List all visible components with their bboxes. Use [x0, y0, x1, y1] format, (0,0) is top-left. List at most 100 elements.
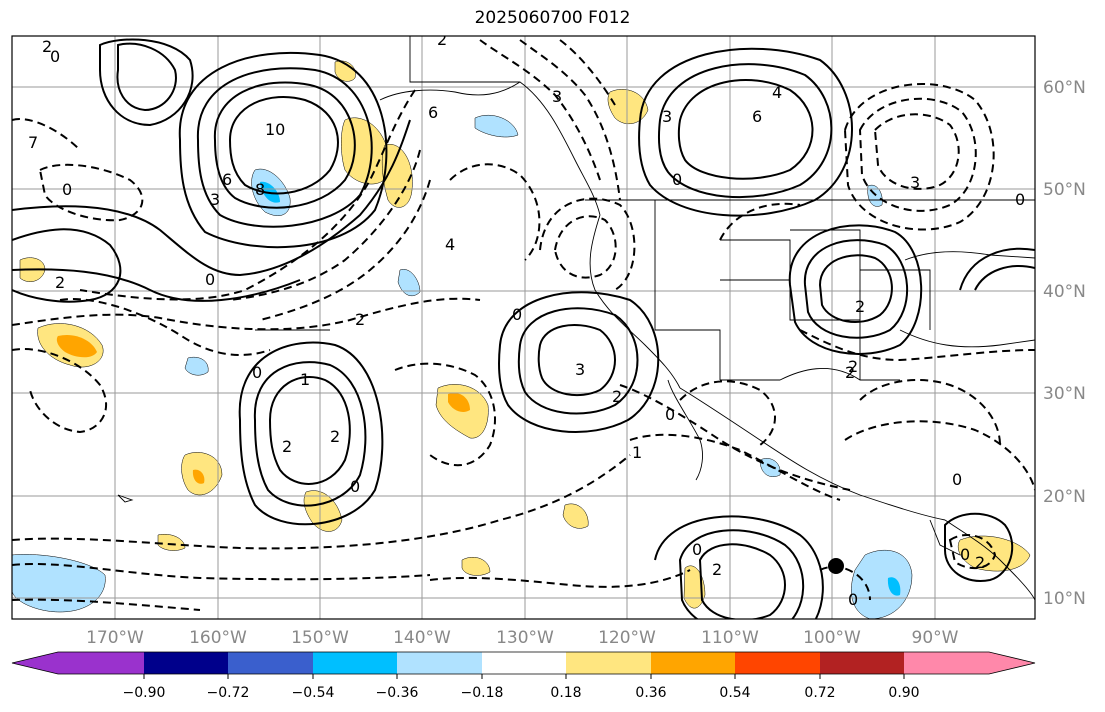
contour-zero-2: [12, 268, 301, 302]
contour-lines: [12, 38, 1035, 619]
contour-neg-8: [12, 598, 201, 611]
contour-neg-22: [873, 113, 960, 190]
colorbar-segment: [820, 652, 904, 674]
shade-yellow-4: [381, 143, 413, 208]
colorbar-extend-low: [12, 652, 58, 674]
contour-label: 2: [612, 387, 622, 406]
contour-label: 2: [712, 560, 722, 579]
contour-neg-15: [519, 39, 621, 201]
contour-label: 2: [975, 553, 985, 572]
contour-neg-17: [619, 384, 851, 491]
contour-label: 0: [1015, 190, 1025, 209]
contour-label: 2: [282, 437, 292, 456]
contour-label: 4: [772, 83, 782, 102]
map-title: 2025060700 F012: [474, 8, 631, 28]
shade-orange-2: [448, 392, 470, 413]
contour-neg-16: [559, 39, 616, 106]
contour-high-1: [228, 95, 339, 195]
shade-yellow-12: [461, 556, 491, 576]
colorbar-segment: [397, 652, 482, 674]
coastlines: [117, 36, 1035, 601]
colorbar-extend-high: [989, 652, 1035, 674]
contour-high-2: [213, 81, 356, 209]
colorbar-segment: [144, 652, 228, 674]
colorbar-segment: [482, 652, 566, 674]
contour-high-17: [788, 224, 923, 355]
contour-high-10: [517, 307, 639, 415]
colorbar-segment: [58, 652, 144, 674]
contour-zero-3: [79, 89, 416, 301]
contour-label: 2: [330, 427, 340, 446]
contour-label: 4: [445, 235, 455, 254]
contour-neg-30: [719, 202, 801, 241]
contour-label: 0: [672, 170, 682, 189]
contour-high-21: [944, 512, 1014, 582]
contour-label: 3: [662, 107, 672, 126]
contour-label: 0: [692, 540, 702, 559]
shade-blue-7: [887, 577, 901, 596]
contour-neg-14: [479, 39, 601, 181]
contour-label: 0: [62, 180, 72, 199]
colorbar-label: −0.90: [123, 685, 166, 701]
contour-neg-9: [394, 362, 496, 467]
contour-neg-20: [859, 379, 1001, 446]
shade-blue-5: [397, 269, 421, 297]
contour-neg-12: [539, 197, 636, 291]
contour-label: 7: [28, 133, 38, 152]
contour-label: 1: [632, 443, 642, 462]
colorbar-label: 0.90: [888, 685, 919, 701]
contour-high-20: [654, 515, 824, 619]
contour-label: 3: [552, 87, 562, 106]
lon-label: 110°W: [701, 628, 759, 648]
latitude-labels: 60°N 50°N 40°N 30°N 20°N 10°N: [1043, 78, 1086, 609]
contour-neg-10: [429, 569, 691, 588]
contour-label: 0: [50, 47, 60, 66]
contour-high-23: [959, 247, 1035, 291]
contour-label: 0: [665, 405, 675, 424]
contour-high-16: [803, 239, 909, 339]
contour-label: 3: [210, 190, 220, 209]
contour-neg-27: [948, 534, 997, 570]
colorbar-segment: [735, 652, 820, 674]
contour-high-19: [678, 529, 805, 619]
contour-label: 2: [845, 363, 855, 382]
lat-label: 50°N: [1043, 180, 1086, 200]
contour-neg-13: [449, 163, 541, 261]
shade-yellow-6: [607, 89, 649, 125]
lon-label: 150°W: [291, 628, 349, 648]
contour-high-6: [268, 375, 351, 485]
contour-label: 0: [960, 545, 970, 564]
contour-label: 3: [575, 360, 585, 379]
lat-label: 30°N: [1043, 384, 1086, 404]
longitude-labels: 170°W 160°W 150°W 140°W 130°W 120°W 110°…: [86, 628, 959, 648]
shade-blue-10: [474, 114, 519, 138]
contour-labels: 2 0 2 10 6 8 0 3 2 4 6 2 0 1 2 0 2 3 2 0…: [28, 36, 1025, 609]
contour-neg-3: [12, 297, 481, 331]
contour-high-3: [196, 67, 373, 228]
contour-neg-25: [38, 163, 144, 222]
contour-neg-26: [12, 118, 81, 151]
shade-blue-8: [759, 458, 781, 477]
contour-high-11: [498, 291, 660, 433]
contour-high-14: [638, 47, 853, 217]
contour-label: 2: [55, 273, 65, 292]
contour-label: 0: [350, 477, 360, 496]
contour-high-24: [116, 42, 177, 112]
contour-label: 10: [265, 120, 285, 139]
contour-label: 0: [252, 363, 262, 382]
contour-neg-7: [12, 562, 431, 581]
contour-label: 0: [512, 305, 522, 324]
contour-label: 0: [952, 470, 962, 489]
contour-neg-23: [858, 97, 977, 212]
contour-high-15: [818, 254, 893, 323]
colorbar-ticks: [143, 674, 905, 679]
colorbar-label: −0.18: [461, 685, 504, 701]
lon-label: 140°W: [393, 628, 451, 648]
colorbar-label: 0.72: [804, 685, 835, 701]
contour-label: 6: [428, 103, 438, 122]
contour-neg-6: [12, 454, 631, 550]
contour-label: 1: [300, 370, 310, 389]
lon-label: 170°W: [86, 628, 144, 648]
contour-high-25: [99, 38, 194, 127]
